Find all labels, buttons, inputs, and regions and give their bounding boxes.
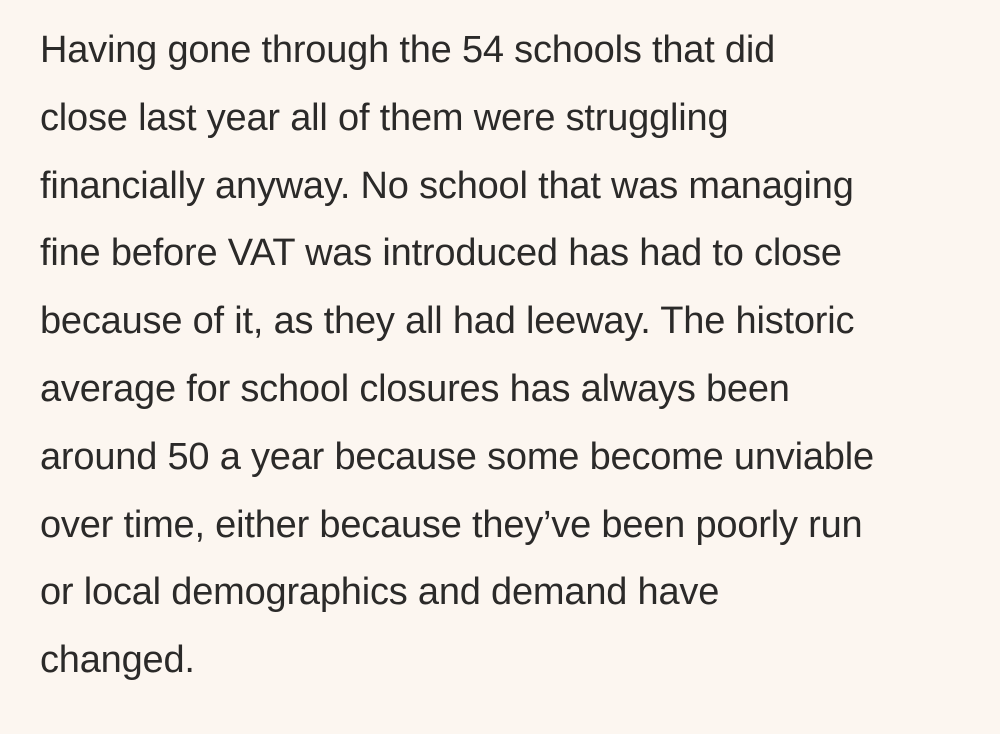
comment-text: Having gone through the 54 schools that … — [40, 17, 970, 695]
comment-line-7: around 50 a year because some become unv… — [40, 435, 874, 478]
comment-line-6: average for school closures has always b… — [40, 367, 790, 410]
comment-line-1: Having gone through the 54 schools that … — [40, 29, 776, 71]
comment-line-3: financially anyway. No school that was m… — [40, 164, 854, 207]
comment-line-4: fine before VAT was introduced has had t… — [40, 232, 842, 275]
comment-line-2: close last year all of them were struggl… — [40, 96, 729, 139]
comment-line-5: because of it, as they all had leeway. T… — [40, 300, 855, 343]
comment-line-9: or local demographics and demand have — [40, 571, 720, 614]
comment-line-8: over time, either because they’ve been p… — [40, 503, 863, 546]
comment-line-10: changed. — [40, 639, 195, 682]
